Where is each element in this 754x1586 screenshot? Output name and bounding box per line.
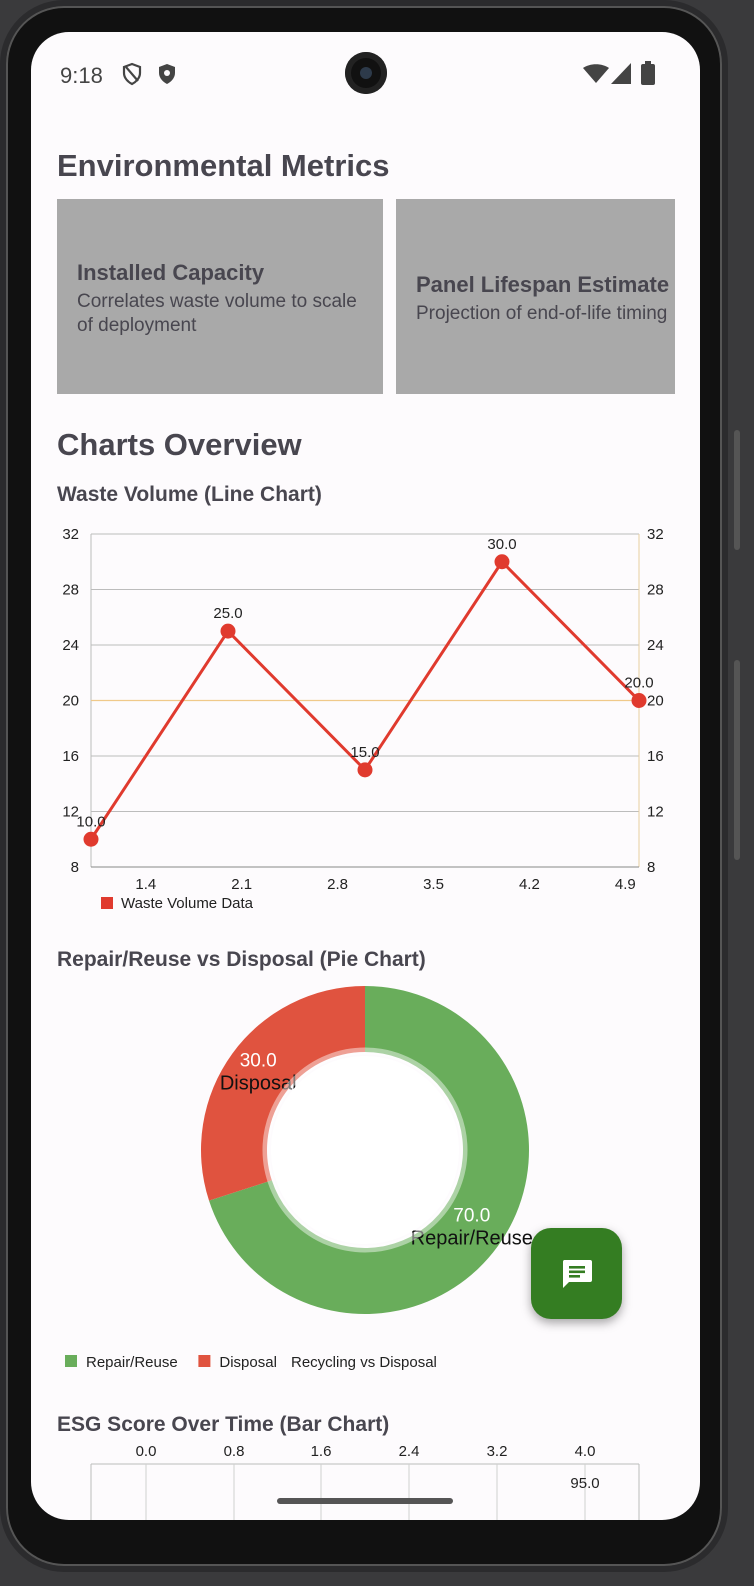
metric-card-title: Installed Capacity <box>77 260 265 285</box>
line-chart: 8 8 12 12 16 16 20 20 24 24 28 28 32 32 1.4 2.1 2.8 3.5 4.… <box>62 526 664 912</box>
donut-hole <box>271 1056 459 1244</box>
y-tick-label-left: 20 <box>62 693 79 710</box>
metric-card-description: Correlates waste volume to scale of depl… <box>77 291 357 336</box>
metric-card-panel-lifespan[interactable]: Panel Lifespan Estimate Projection of en… <box>396 199 675 394</box>
power-button <box>734 660 740 860</box>
y-tick-label-left: 32 <box>62 526 79 543</box>
battery-icon <box>641 61 655 85</box>
cell-signal-icon <box>611 63 631 84</box>
x-tick-label: 1.4 <box>135 876 156 893</box>
slice-name-label: Repair/Reuse <box>411 1228 533 1250</box>
x-tick-label: 2.1 <box>231 876 252 893</box>
data-label: 25.0 <box>213 605 242 622</box>
wifi-icon <box>583 64 609 83</box>
metric-card-description: Projection of end-of-life timing <box>416 303 668 324</box>
x-tick-label: 1.6 <box>311 1443 332 1460</box>
x-tick-label: 2.4 <box>399 1443 420 1460</box>
legend-swatch <box>101 897 113 909</box>
data-point <box>494 554 510 570</box>
status-bar: 9:18 <box>31 32 700 116</box>
page-title: Environmental Metrics <box>57 148 390 183</box>
home-indicator[interactable] <box>277 1498 453 1504</box>
slice-name-label: Disposal <box>220 1072 297 1094</box>
x-tick-label: 0.8 <box>224 1443 245 1460</box>
metric-card-title: Panel Lifespan Estimate <box>416 272 670 297</box>
legend-label: Repair/Reuse <box>86 1354 178 1371</box>
y-tick-label-right: 28 <box>647 582 664 599</box>
data-point <box>357 762 373 778</box>
data-label: 30.0 <box>487 536 516 553</box>
legend-label: Disposal <box>219 1354 277 1371</box>
pie-slice-repair-reuse <box>209 986 529 1314</box>
chat-icon <box>562 1260 592 1288</box>
status-time: 9:18 <box>60 63 103 88</box>
legend-swatch <box>65 1355 77 1367</box>
metric-card-installed-capacity[interactable]: Installed Capacity Correlates waste volu… <box>57 199 383 394</box>
x-tick-label: 2.8 <box>327 876 348 893</box>
data-point <box>631 693 647 708</box>
x-tick-label: 4.9 <box>615 876 636 893</box>
data-point <box>83 831 99 847</box>
data-label: 10.0 <box>76 813 105 830</box>
section-title: Charts Overview <box>57 427 302 462</box>
y-tick-label-left: 24 <box>62 637 79 654</box>
y-tick-label-right: 12 <box>647 804 664 821</box>
x-tick-label: 3.2 <box>487 1443 508 1460</box>
y-tick-label-right: 20 <box>647 693 664 710</box>
volume-button <box>734 430 740 550</box>
bar-chart-title: ESG Score Over Time (Bar Chart) <box>57 1413 390 1436</box>
y-tick-label-left: 28 <box>62 582 79 599</box>
y-tick-label-right: 32 <box>647 526 664 543</box>
y-tick-label-left: 12 <box>62 804 79 821</box>
privacy-shield-icon <box>122 62 142 86</box>
chat-fab-button[interactable] <box>531 1228 622 1319</box>
y-tick-label-left: 16 <box>62 748 79 765</box>
legend-label: Waste Volume Data <box>121 895 254 912</box>
security-shield-icon <box>159 64 175 84</box>
legend-swatch <box>198 1355 211 1367</box>
pie-chart-title: Repair/Reuse vs Disposal (Pie Chart) <box>57 948 426 971</box>
slice-value-label: 30.0 <box>240 1050 277 1071</box>
y-tick-label-left: 8 <box>71 859 79 876</box>
x-tick-label: 3.5 <box>423 876 444 893</box>
x-tick-label: 4.2 <box>519 876 540 893</box>
y-tick-label-right: 16 <box>647 748 664 765</box>
y-tick-label-right: 8 <box>647 859 655 876</box>
data-point <box>220 623 236 639</box>
x-tick-label: 0.0 <box>136 1443 157 1460</box>
donut-inner-ring <box>262 1047 468 1253</box>
legend-description: Recycling vs Disposal <box>291 1354 437 1371</box>
bar-chart: 0.0 0.8 1.6 2.4 3.2 4.0 95.0 <box>90 1443 640 1520</box>
pie-chart: 70.0Repair/Reuse30.0DisposalRepair/Reuse… <box>65 986 533 1371</box>
data-label: 15.0 <box>350 744 379 761</box>
front-camera <box>345 52 387 94</box>
bar-value-label: 95.0 <box>570 1475 599 1492</box>
pie-slice-disposal <box>200 986 365 1201</box>
screen: 9:18 Environmental Metrics Installed Cap… <box>31 32 700 1520</box>
x-tick-label: 4.0 <box>575 1443 596 1460</box>
slice-value-label: 70.0 <box>453 1206 490 1227</box>
y-tick-label-right: 24 <box>647 637 664 654</box>
data-label: 20.0 <box>624 675 653 692</box>
line-chart-title: Waste Volume (Line Chart) <box>57 483 322 506</box>
